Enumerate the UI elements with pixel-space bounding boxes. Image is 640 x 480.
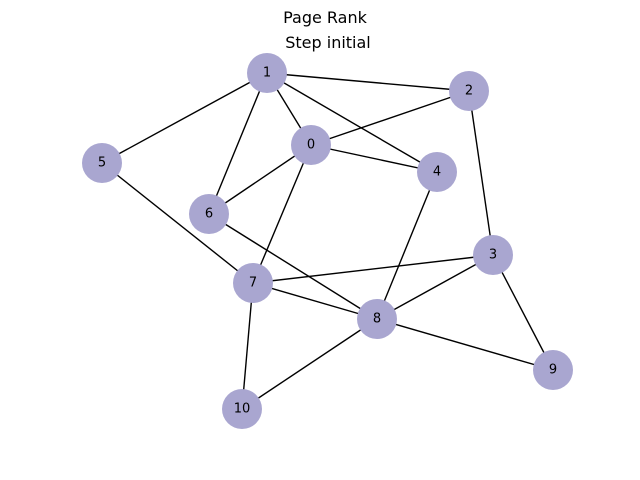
chart-subtitle: Step initial bbox=[285, 33, 371, 52]
node-label-5: 5 bbox=[98, 156, 106, 171]
edge-8-9 bbox=[376, 318, 554, 371]
node-label-10: 10 bbox=[234, 402, 251, 417]
edge-1-2 bbox=[266, 72, 470, 92]
node-0: 0 bbox=[291, 125, 331, 165]
node-label-8: 8 bbox=[373, 312, 381, 327]
edge-4-8 bbox=[376, 171, 438, 320]
node-circle-10 bbox=[222, 389, 262, 429]
node-6: 6 bbox=[189, 194, 229, 234]
edge-0-4 bbox=[310, 144, 438, 173]
edge-5-7 bbox=[101, 162, 254, 284]
edge-7-3 bbox=[252, 254, 494, 284]
node-label-9: 9 bbox=[549, 363, 557, 378]
edge-7-10 bbox=[241, 282, 254, 410]
edge-6-8 bbox=[208, 213, 378, 320]
node-4: 4 bbox=[417, 152, 457, 192]
edge-8-10 bbox=[241, 318, 378, 410]
node-1: 1 bbox=[247, 53, 287, 93]
edge-1-5 bbox=[101, 72, 268, 164]
node-10: 10 bbox=[222, 389, 262, 429]
node-label-1: 1 bbox=[263, 66, 271, 81]
node-circle-6 bbox=[189, 194, 229, 234]
node-circle-8 bbox=[357, 299, 397, 339]
edge-7-8 bbox=[252, 282, 378, 320]
edge-3-9 bbox=[492, 254, 554, 371]
edge-1-6 bbox=[208, 72, 268, 215]
node-circle-9 bbox=[533, 350, 573, 390]
node-9: 9 bbox=[533, 350, 573, 390]
node-8: 8 bbox=[357, 299, 397, 339]
node-label-6: 6 bbox=[205, 207, 213, 222]
edge-1-4 bbox=[266, 72, 438, 173]
node-2: 2 bbox=[449, 71, 489, 111]
node-5: 5 bbox=[82, 143, 122, 183]
node-label-3: 3 bbox=[489, 248, 497, 263]
node-circle-1 bbox=[247, 53, 287, 93]
node-circle-4 bbox=[417, 152, 457, 192]
edge-2-3 bbox=[468, 90, 494, 256]
node-circle-5 bbox=[82, 143, 122, 183]
chart-title: Page Rank bbox=[283, 8, 368, 27]
node-3: 3 bbox=[473, 235, 513, 275]
nodes-layer: 0 1 2 3 4 5 6 7 8 9 10 bbox=[82, 53, 573, 429]
node-label-2: 2 bbox=[465, 84, 473, 99]
node-label-4: 4 bbox=[433, 165, 441, 180]
node-circle-0 bbox=[291, 125, 331, 165]
edge-0-7 bbox=[252, 144, 312, 284]
node-circle-2 bbox=[449, 71, 489, 111]
node-circle-7 bbox=[233, 263, 273, 303]
node-label-0: 0 bbox=[307, 138, 315, 153]
edges-layer bbox=[101, 72, 554, 410]
node-circle-3 bbox=[473, 235, 513, 275]
edge-3-8 bbox=[376, 254, 494, 320]
node-label-7: 7 bbox=[249, 276, 257, 291]
edge-0-2 bbox=[310, 90, 470, 146]
node-7: 7 bbox=[233, 263, 273, 303]
edge-0-6 bbox=[208, 144, 312, 215]
